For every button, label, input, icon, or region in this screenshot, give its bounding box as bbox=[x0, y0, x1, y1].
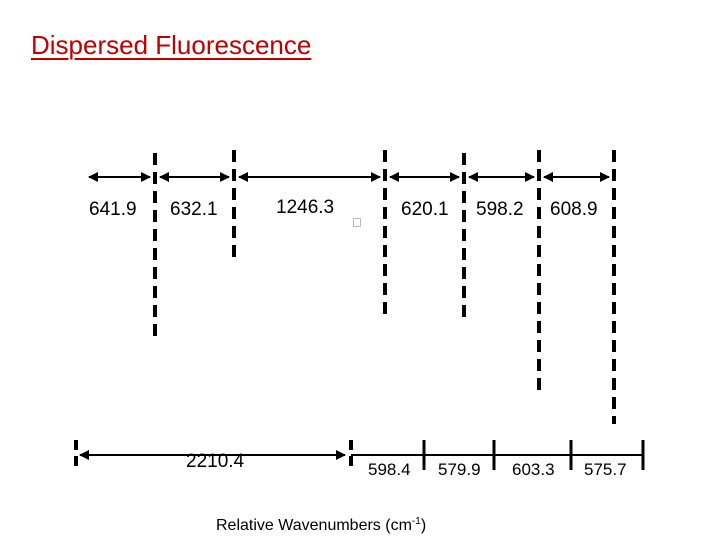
interval-label: 579.9 bbox=[438, 460, 481, 479]
axis-title-prefix: Relative Wavenumbers (cm bbox=[216, 517, 412, 534]
interval-label: 603.3 bbox=[512, 460, 555, 479]
interval-label: 1246.3 bbox=[276, 197, 335, 218]
interval-label: 598.2 bbox=[476, 199, 524, 220]
interval-label: 598.4 bbox=[368, 460, 411, 479]
axis-title-exponent: -1 bbox=[411, 516, 421, 527]
page-title: Dispersed Fluorescence bbox=[31, 30, 312, 60]
interval-label: 641.9 bbox=[89, 199, 137, 220]
stray-mark bbox=[353, 218, 361, 227]
interval-label: 575.7 bbox=[584, 460, 627, 479]
interval-label: 608.9 bbox=[550, 199, 598, 220]
interval-label: 620.1 bbox=[401, 199, 449, 220]
interval-label: 2210.4 bbox=[186, 451, 245, 472]
axis-title: Relative Wavenumbers (cm-1) bbox=[216, 517, 426, 534]
interval-label: 632.1 bbox=[170, 199, 218, 220]
axis-title-suffix: ) bbox=[420, 517, 427, 534]
